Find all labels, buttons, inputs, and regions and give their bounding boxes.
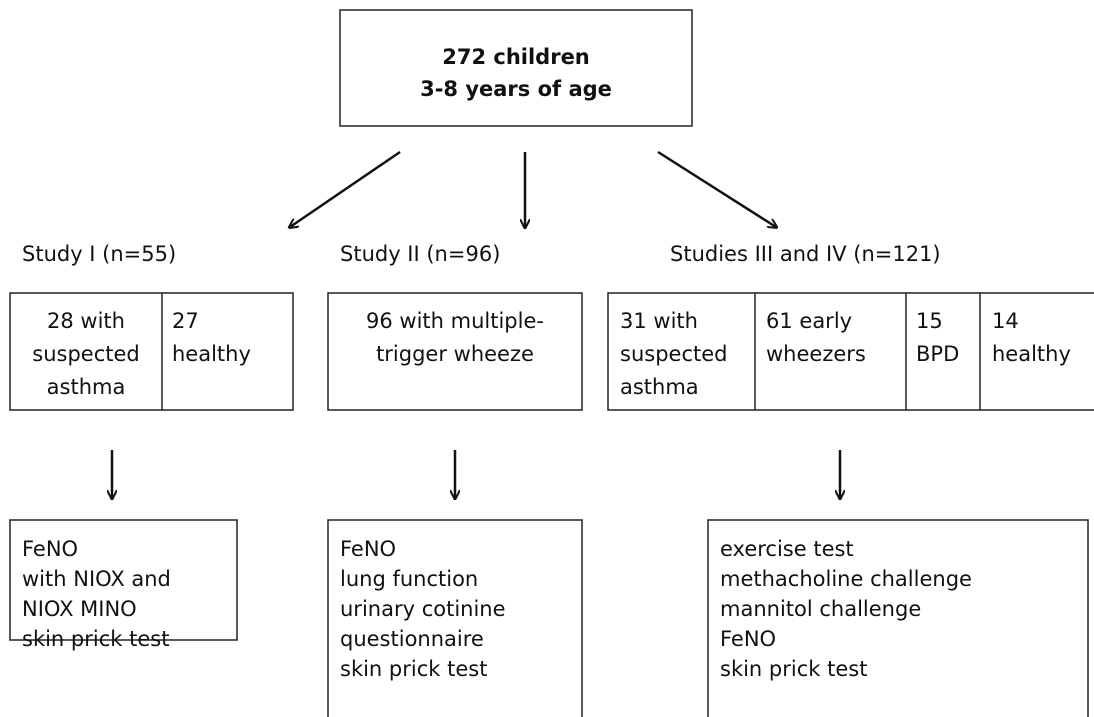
group-box <box>327 292 583 411</box>
top-line: 272 children <box>442 45 590 69</box>
group-line: 14 <box>992 309 1019 333</box>
measure-line: lung function <box>340 567 478 591</box>
measure-line: FeNO <box>22 537 78 561</box>
group-line: 27 <box>172 309 199 333</box>
measure-line: skin prick test <box>720 657 867 681</box>
measure-line: NIOX MINO <box>22 597 137 621</box>
top-line: 3-8 years of age <box>420 77 612 101</box>
group-line: asthma <box>47 375 126 399</box>
study-label: Study II (n=96) <box>340 242 500 266</box>
measure-line: FeNO <box>340 537 396 561</box>
measure-box <box>707 519 1089 717</box>
group-line: trigger wheeze <box>376 342 534 366</box>
group-line: BPD <box>916 342 959 366</box>
group-line: healthy <box>172 342 251 366</box>
group-line: suspected <box>620 342 727 366</box>
measure-line: exercise test <box>720 537 854 561</box>
group-line: 96 with multiple- <box>366 309 544 333</box>
group-line: suspected <box>32 342 139 366</box>
group-line: healthy <box>992 342 1071 366</box>
measure-line: mannitol challenge <box>720 597 921 621</box>
measure-box <box>9 519 238 641</box>
group-box <box>9 292 294 411</box>
measure-line: questionnaire <box>340 627 484 651</box>
group-line: 28 with <box>47 309 125 333</box>
group-line: 31 with <box>620 309 698 333</box>
group-line: 61 early <box>766 309 852 333</box>
measure-line: urinary cotinine <box>340 597 506 621</box>
study-label: Studies III and IV (n=121) <box>670 242 941 266</box>
group-line: 15 <box>916 309 943 333</box>
measure-line: with NIOX and <box>22 567 171 591</box>
measure-line: methacholine challenge <box>720 567 972 591</box>
measure-line: FeNO <box>720 627 776 651</box>
measure-line: skin prick test <box>22 627 169 651</box>
measure-box <box>327 519 583 717</box>
arrow <box>290 150 401 227</box>
group-box <box>607 292 1094 411</box>
group-line: asthma <box>620 375 699 399</box>
arrow <box>657 150 776 227</box>
measure-line: skin prick test <box>340 657 487 681</box>
study-label: Study I (n=55) <box>22 242 176 266</box>
group-line: wheezers <box>766 342 866 366</box>
top-box <box>339 9 693 127</box>
